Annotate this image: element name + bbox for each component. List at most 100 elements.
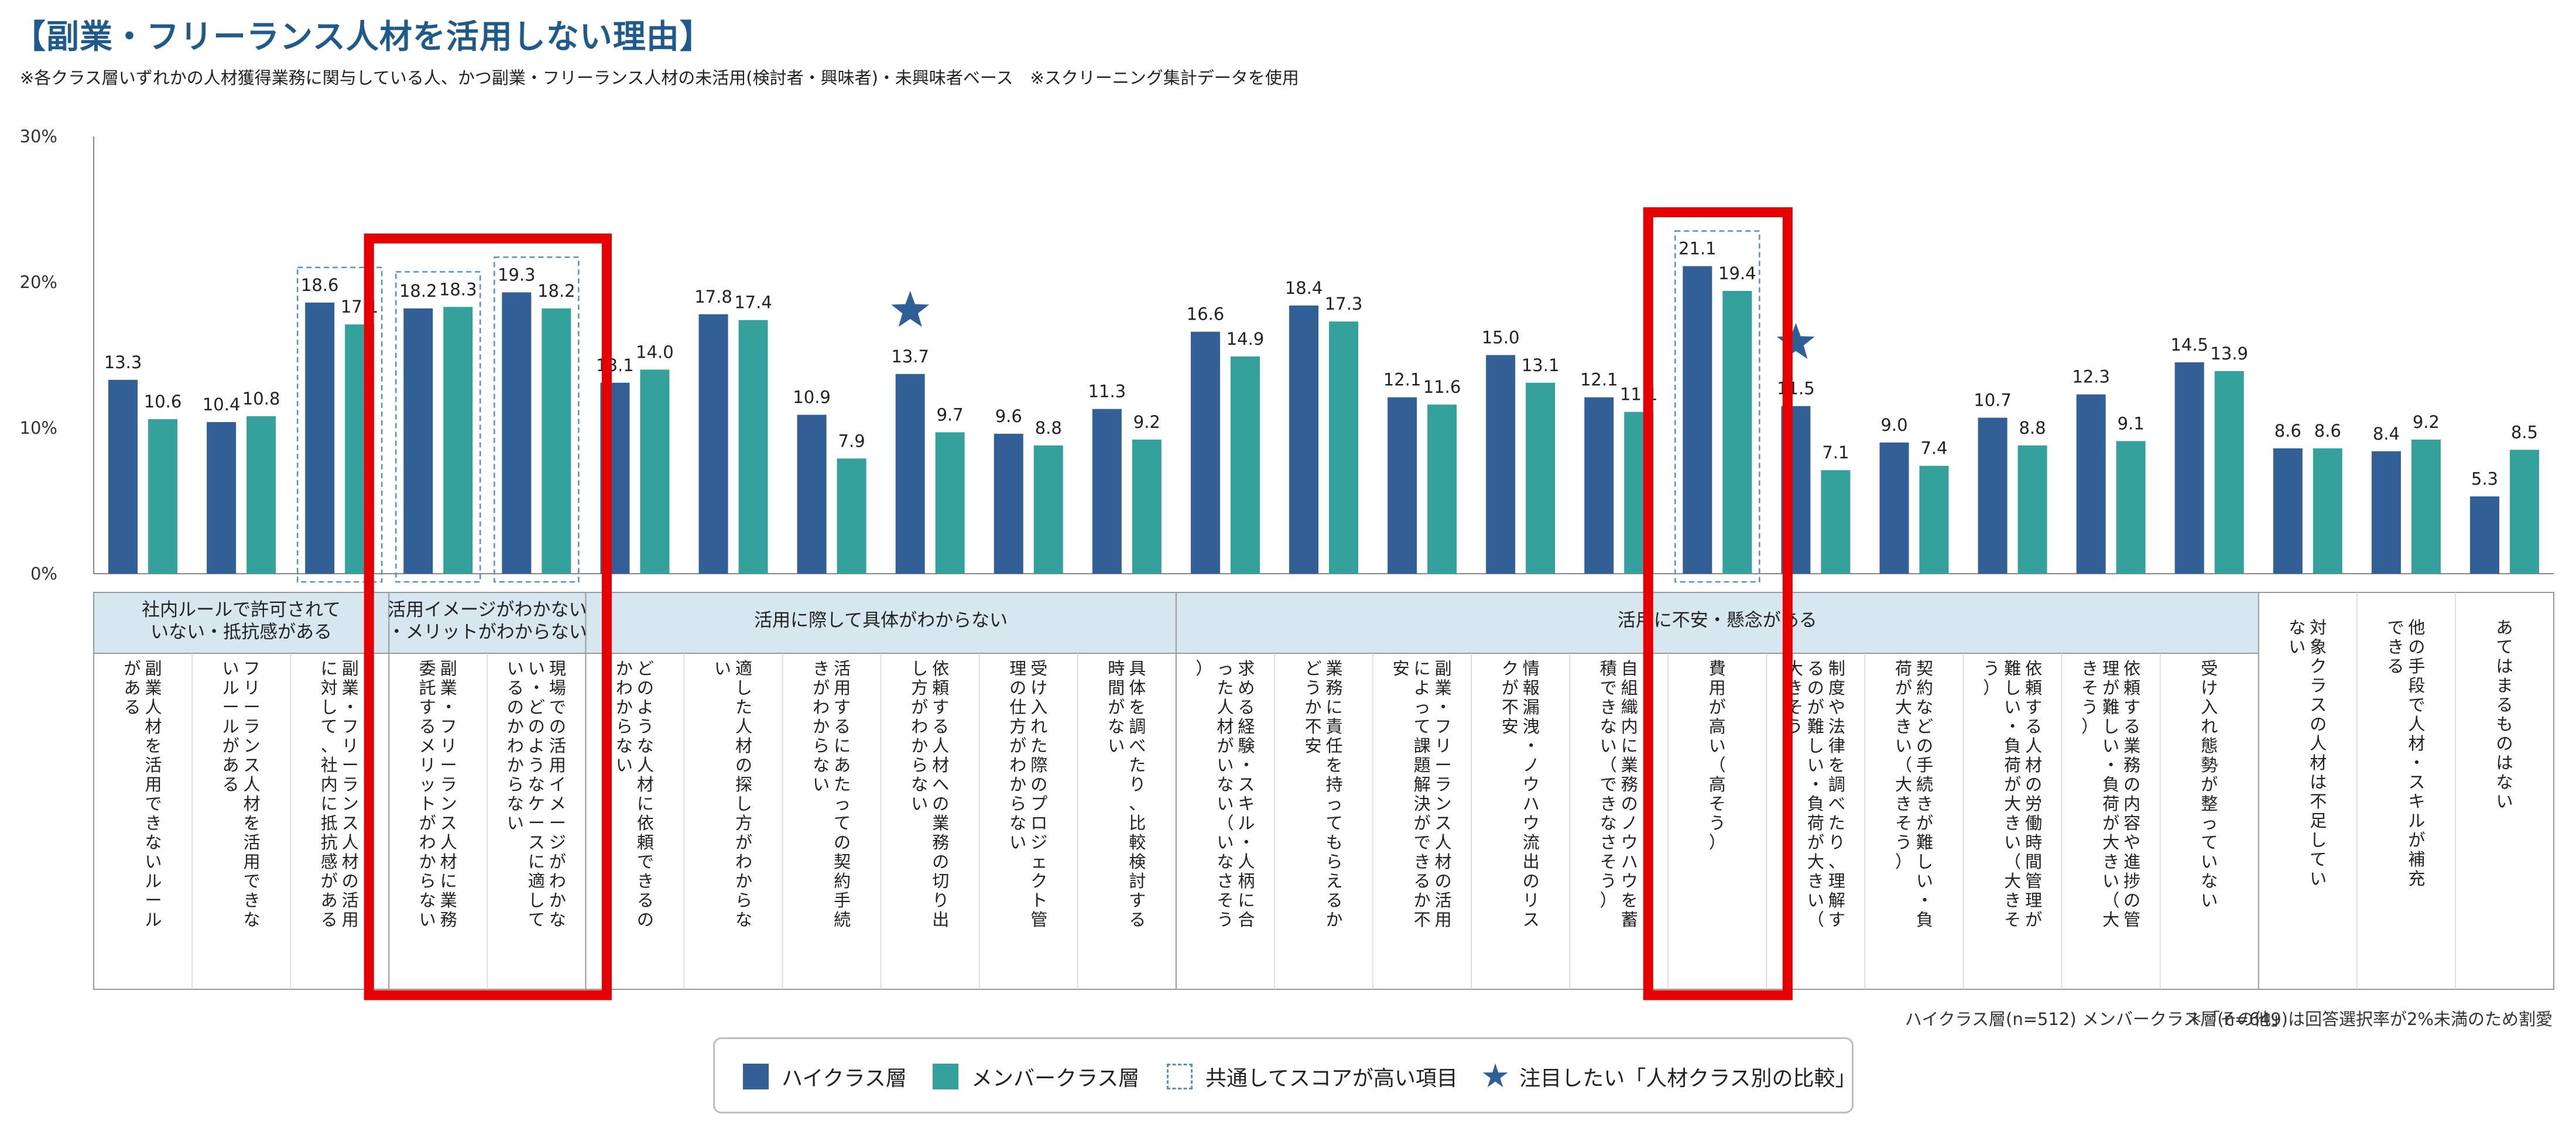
star-icon <box>891 290 929 327</box>
legend-swatch-common-high <box>1167 1064 1193 1089</box>
legend-item-member-class: メンバークラス層 <box>933 1062 1139 1091</box>
bar-high-class <box>1683 266 1712 574</box>
category-label: 制度や法律を調べたり、理解するのが難しい・負荷が大きい（大きそう） <box>1786 659 1845 930</box>
bar-member-class <box>1230 356 1260 574</box>
category-label: 依頼する人材の労働時間管理が難しい・負荷が大きい（大きそう） <box>1983 659 2042 930</box>
bar-member-class <box>1722 290 1752 574</box>
bar-member-class <box>640 369 670 574</box>
category-label: 対象クラスの人材は不足していない <box>2289 618 2327 889</box>
bar-high-class <box>1584 397 1614 574</box>
data-label-high-class: 9.0 <box>1880 415 1907 435</box>
category-label: 副業・フリーランス人材に業務委託するメリットがわからない <box>419 659 457 930</box>
category-label: フリーランス人材を活用できないルールがある <box>222 659 261 930</box>
bar-high-class <box>2371 451 2401 574</box>
data-label-member-class: 11.6 <box>1423 377 1461 397</box>
data-label-high-class: 18.4 <box>1285 278 1323 298</box>
data-label-high-class: 12.1 <box>1580 370 1618 390</box>
data-label-member-class: 7.4 <box>1920 438 1947 458</box>
category-label: 求める経験・スキル・人柄に合った人材がいない（いなさそう） <box>1195 659 1255 930</box>
data-label-member-class: 17.3 <box>1325 294 1363 314</box>
legend-label-star: 注目したい「人材クラス別の比較」 <box>1519 1067 1856 1091</box>
legend-label-member-class: メンバークラス層 <box>971 1067 1140 1091</box>
category-label: 活用するにあたっての契約手続きがわからない <box>813 659 851 930</box>
category-label: 副業・フリーランス人材の活用に対して、社内に抵抗感がある <box>321 659 359 930</box>
y-tick-label: 20% <box>20 272 57 292</box>
bar-high-class <box>502 292 532 574</box>
bar-member-class <box>1132 439 1162 574</box>
category-label: 副業人材を活用できないルールがある <box>124 659 162 930</box>
bar-high-class <box>1388 397 1417 574</box>
data-label-member-class: 9.2 <box>1133 412 1160 432</box>
bar-member-class <box>246 416 276 574</box>
data-label-high-class: 10.7 <box>1974 390 2012 410</box>
data-label-high-class: 12.3 <box>2072 367 2110 387</box>
data-label-member-class: 18.2 <box>537 281 576 301</box>
data-label-member-class: 9.7 <box>937 405 964 424</box>
data-label-member-class: 8.5 <box>2511 422 2538 442</box>
category-label: 依頼する人材への業務の切り出し方がわからない <box>911 659 949 930</box>
data-label-high-class: 12.1 <box>1383 370 1421 390</box>
other-omitted-note: ＊「その他」は回答選択率が2%未満のため割愛 <box>2186 1009 2553 1029</box>
data-label-high-class: 18.6 <box>301 275 339 295</box>
category-label: あてはまるものはない <box>2496 618 2513 811</box>
data-label-member-class: 18.3 <box>439 279 477 299</box>
bar-high-class <box>797 414 827 574</box>
bar-member-class <box>2214 371 2244 574</box>
legend-swatch-high-class <box>743 1064 769 1089</box>
group-label: 活用イメージがわかない・メリットがわからない <box>388 599 587 643</box>
bar-member-class <box>2509 450 2539 574</box>
category-label: 自組織内に業務のノウハウを蓄積できない（できなさそう） <box>1600 659 1638 930</box>
data-label-high-class: 10.9 <box>793 388 831 407</box>
data-label-member-class: 19.4 <box>1718 263 1756 283</box>
data-label-high-class: 14.5 <box>2170 335 2208 355</box>
common-high-box <box>494 256 580 583</box>
bar-high-class <box>1190 331 1220 574</box>
data-label-member-class: 9.1 <box>2118 413 2145 433</box>
red-highlight-frame <box>364 233 612 1000</box>
bar-member-class <box>1821 470 1851 574</box>
bar-high-class <box>895 373 925 574</box>
data-label-member-class: 9.2 <box>2413 412 2440 432</box>
group-label: 活用に際して具体がわからない <box>754 610 1008 631</box>
bar-member-class <box>2017 445 2047 574</box>
bar-member-class <box>837 458 866 574</box>
bar-member-class <box>1526 382 1556 574</box>
bar-member-class <box>935 432 965 574</box>
common-high-box <box>296 266 383 583</box>
category-table <box>93 592 2554 990</box>
legend-item-star: ★ 注目したい「人材クラス別の比較」 <box>1481 1057 1856 1095</box>
data-label-high-class: 10.4 <box>203 395 241 414</box>
data-label-member-class: 14.0 <box>636 342 674 362</box>
data-label-high-class: 18.2 <box>399 281 437 301</box>
data-label-high-class: 8.6 <box>2274 421 2301 441</box>
data-label-high-class: 15.0 <box>1482 328 1520 348</box>
bar-member-class <box>738 320 768 574</box>
group-label: 社内ルールで許可されていない・抵抗感がある <box>142 599 341 643</box>
category-label: 情報漏洩・ノウハウ流出のリスクが不安 <box>1502 659 1540 930</box>
data-label-member-class: 10.6 <box>144 392 182 412</box>
category-label: 契約などの手続きが難しい・負荷が大きい（大きそう） <box>1895 659 1933 930</box>
bar-member-class <box>1033 445 1063 574</box>
bar-high-class <box>1486 355 1516 574</box>
star-icon <box>1777 323 1815 359</box>
common-high-box <box>1674 230 1760 583</box>
star-icon: ★ <box>1481 1057 1510 1095</box>
data-label-high-class: 16.6 <box>1187 304 1225 324</box>
red-highlight-frame <box>1643 207 1793 1000</box>
data-label-member-class: 14.9 <box>1227 329 1265 349</box>
bar-high-class <box>1092 409 1122 574</box>
y-tick-label: 30% <box>20 126 57 146</box>
data-label-member-class: 8.6 <box>2314 421 2341 441</box>
bar-high-class <box>403 308 433 574</box>
y-tick-label: 0% <box>30 564 57 584</box>
bar-member-class <box>1919 465 1949 574</box>
bar-high-class <box>305 302 335 574</box>
data-label-high-class: 19.3 <box>498 265 536 284</box>
sample-size-note: ハイクラス層(n=512) メンバークラス層(n=649) <box>1904 1009 2288 1029</box>
category-label: 費用が高い（高そう） <box>1709 659 1726 852</box>
bar-high-class <box>1879 442 1909 574</box>
y-tick-label: 10% <box>20 418 57 438</box>
data-label-high-class: 13.3 <box>104 352 142 372</box>
bar-high-class <box>994 433 1023 574</box>
